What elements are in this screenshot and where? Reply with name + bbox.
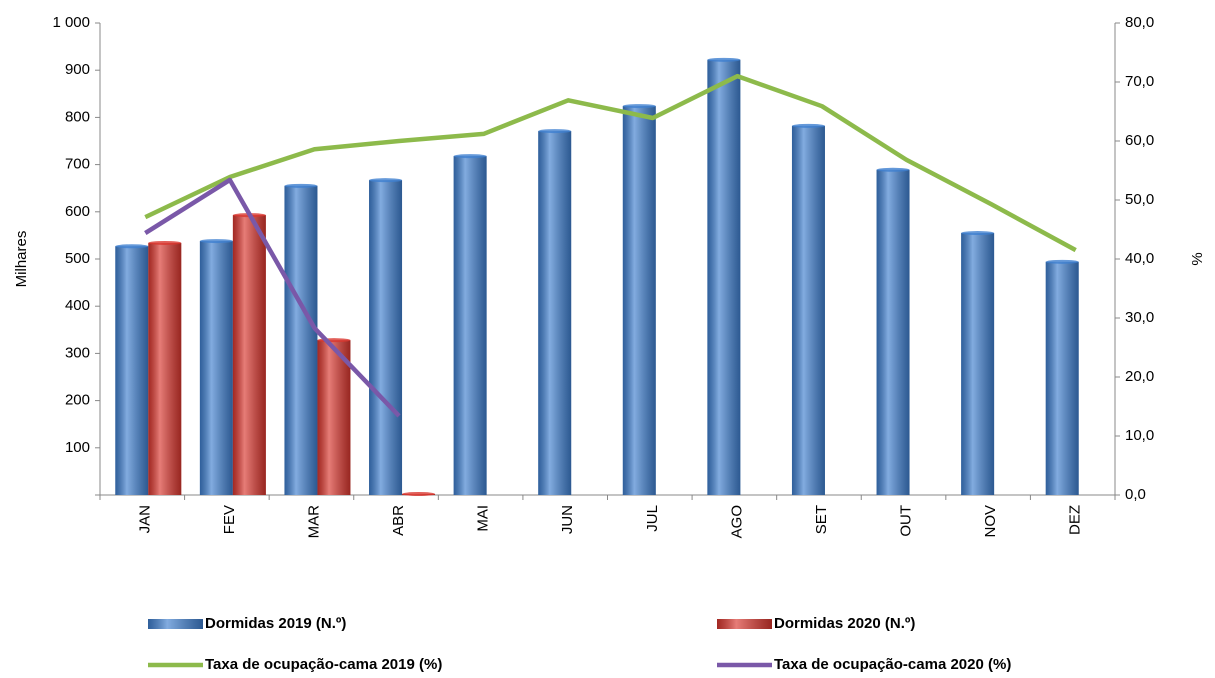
y-tick-label: 400	[65, 297, 90, 314]
y-tick-label: 800	[65, 108, 90, 125]
bar-cap	[961, 231, 995, 236]
bar-shine	[284, 185, 318, 495]
bar-cap	[538, 129, 572, 134]
x-tick-label: JUL	[644, 505, 661, 532]
bar-shine	[199, 241, 233, 495]
bar-cap	[148, 240, 182, 245]
bar-cap	[453, 154, 487, 159]
legend-label: Taxa de ocupação-cama 2020 (%)	[774, 656, 1011, 673]
x-tick-label: DEZ	[1067, 505, 1084, 535]
y-tick-label: 500	[65, 250, 90, 267]
bar-shine	[961, 233, 995, 496]
x-tick-label: FEV	[221, 505, 238, 534]
bar-shine	[115, 246, 149, 495]
legend-label: Dormidas 2020 (N.º)	[774, 615, 915, 632]
y-tick-label: 1 000	[52, 14, 90, 31]
bar-shine	[876, 169, 910, 496]
bar-shine	[622, 106, 656, 496]
y2-tick-label: 60,0	[1125, 132, 1154, 149]
x-tick-label: MAR	[305, 505, 322, 539]
y-tick-label: 100	[65, 439, 90, 456]
y2-tick-label: 80,0	[1125, 14, 1154, 31]
bar-cap	[115, 244, 149, 249]
bar-cap	[284, 183, 318, 188]
x-tick-label: JUN	[559, 505, 576, 534]
y-tick-label: 900	[65, 61, 90, 78]
bar-shine	[538, 131, 572, 495]
x-tick-label: AGO	[728, 505, 745, 538]
x-tick-label: OUT	[898, 505, 915, 537]
bar-shine	[232, 215, 266, 495]
y2-tick-label: 70,0	[1125, 73, 1154, 90]
y2-tick-label: 50,0	[1125, 191, 1154, 208]
bar-cap	[369, 178, 403, 183]
line	[144, 73, 1077, 253]
bar-cap	[1045, 259, 1079, 264]
y2-tick-label: 30,0	[1125, 309, 1154, 326]
y2-axis-label: %	[1189, 252, 1206, 265]
bar-cap	[622, 104, 656, 109]
y-tick-label: 700	[65, 156, 90, 173]
y2-tick-label: 40,0	[1125, 250, 1154, 267]
bar-shine	[453, 156, 487, 495]
y-axis-label: Milhares	[13, 231, 30, 288]
line	[144, 177, 401, 418]
y-tick-label: 300	[65, 344, 90, 361]
bar-cap	[707, 57, 741, 62]
bar-shine	[1045, 261, 1079, 495]
y-tick-label: 600	[65, 203, 90, 220]
bar-cap	[199, 239, 233, 244]
bar-shine	[148, 242, 182, 495]
x-tick-label: MAI	[475, 505, 492, 532]
x-tick-label: SET	[813, 505, 830, 534]
bar-shine	[791, 125, 825, 495]
legend-label: Taxa de ocupação-cama 2019 (%)	[205, 656, 442, 673]
y2-tick-label: 20,0	[1125, 368, 1154, 385]
bar-shine	[707, 59, 741, 495]
legend-swatch-shine	[148, 619, 203, 629]
y-tick-label: 200	[65, 392, 90, 409]
legend-label: Dormidas 2019 (N.º)	[205, 615, 346, 632]
bar-shine	[369, 180, 403, 495]
y2-tick-label: 0,0	[1125, 486, 1146, 503]
bar-cap	[876, 167, 910, 172]
legend-swatch-shine	[717, 619, 772, 629]
bar-cap	[402, 492, 436, 496]
x-tick-label: ABR	[390, 505, 407, 536]
x-tick-label: JAN	[136, 505, 153, 533]
x-tick-label: NOV	[982, 505, 999, 538]
bar-cap	[791, 123, 825, 128]
y2-tick-label: 10,0	[1125, 427, 1154, 444]
bar-shine	[317, 340, 351, 495]
